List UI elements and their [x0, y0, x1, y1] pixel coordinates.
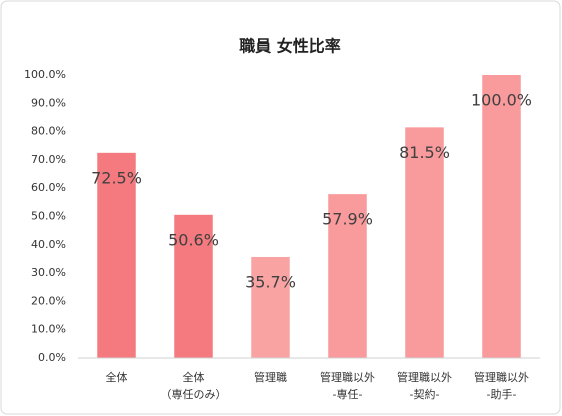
value-label: 100.0%: [471, 91, 532, 110]
x-tick-label: -契約-: [410, 387, 440, 401]
x-tick-label: 管理職以外: [474, 370, 529, 384]
y-tick-label: 70.0%: [31, 153, 66, 166]
x-tick-label: 管理職以外: [320, 370, 375, 384]
y-tick-label: 90.0%: [31, 96, 66, 109]
x-tick-label: -助手-: [487, 387, 517, 401]
y-tick-label: 80.0%: [31, 125, 66, 138]
y-tick-label: 60.0%: [31, 181, 66, 194]
x-tick-label: 管理職以外: [397, 370, 452, 384]
bar: [482, 75, 521, 358]
value-label: 81.5%: [399, 143, 450, 162]
value-label: 50.6%: [168, 230, 219, 249]
x-tick-label: 全体: [106, 370, 128, 384]
bar: [174, 214, 213, 358]
value-label: 57.9%: [322, 210, 373, 229]
bar: [251, 256, 290, 358]
y-tick-label: 40.0%: [31, 238, 66, 251]
value-label: 35.7%: [245, 272, 296, 291]
bar: [328, 194, 367, 358]
x-tick-label: -専任-: [333, 388, 363, 401]
bar: [405, 127, 444, 358]
y-tick-label: 100.0%: [24, 68, 66, 81]
y-tick-label: 0.0%: [38, 351, 66, 364]
bar: [97, 152, 136, 358]
chart-title: 職員 女性比率: [239, 37, 341, 56]
y-tick-label: 30.0%: [31, 266, 66, 279]
value-label: 72.5%: [91, 168, 142, 187]
y-tick-label: 10.0%: [31, 323, 66, 336]
x-tick-label: 管理職: [254, 370, 287, 384]
y-tick-label: 20.0%: [31, 294, 66, 307]
x-tick-label: （専任のみ）: [161, 388, 227, 401]
y-tick-label: 50.0%: [31, 210, 66, 223]
x-tick-label: 全体: [183, 370, 205, 384]
